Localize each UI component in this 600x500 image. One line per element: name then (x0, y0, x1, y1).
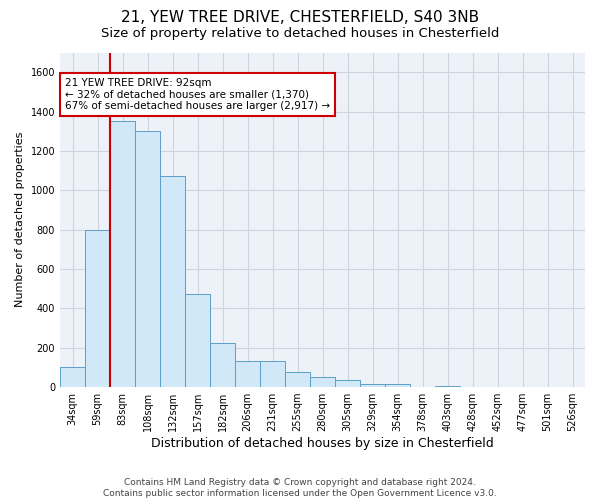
Text: Contains HM Land Registry data © Crown copyright and database right 2024.
Contai: Contains HM Land Registry data © Crown c… (103, 478, 497, 498)
Bar (135, 131, 160, 387)
Text: 21 YEW TREE DRIVE: 92sqm
← 32% of detached houses are smaller (1,370)
67% of sem: 21 YEW TREE DRIVE: 92sqm ← 32% of detach… (65, 78, 330, 112)
Bar (385, 384, 410, 387)
Bar (210, 343, 235, 387)
Bar (235, 360, 260, 387)
Text: Size of property relative to detached houses in Chesterfield: Size of property relative to detached ho… (101, 28, 499, 40)
Text: 21, YEW TREE DRIVE, CHESTERFIELD, S40 3NB: 21, YEW TREE DRIVE, CHESTERFIELD, S40 3N… (121, 10, 479, 25)
X-axis label: Distribution of detached houses by size in Chesterfield: Distribution of detached houses by size … (151, 437, 494, 450)
Bar (360, 384, 385, 387)
Bar (260, 362, 285, 387)
Bar (85, 230, 110, 387)
Bar (60, 368, 85, 387)
Bar (310, 377, 335, 387)
Bar (285, 372, 310, 387)
Bar (435, 386, 460, 387)
Y-axis label: Number of detached properties: Number of detached properties (15, 132, 25, 308)
Bar (110, 122, 135, 387)
Bar (160, 176, 185, 387)
Bar (185, 294, 210, 387)
Bar (335, 380, 360, 387)
